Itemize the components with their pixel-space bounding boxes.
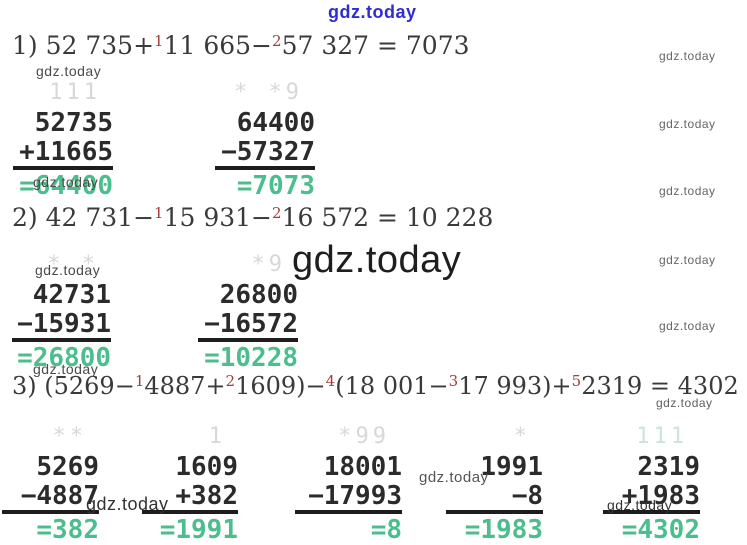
top-number: 26800 (219, 280, 298, 310)
carry-marks: 111 (49, 80, 101, 105)
rule-line (446, 510, 543, 514)
problem-3-equation: 3) (5269−14887+21609)−4(18 001−317 993)+… (12, 372, 739, 400)
work-column-3-2: 1 1609 +382 =1991 (142, 422, 238, 545)
step-superscript: 2 (272, 32, 282, 50)
equation-text: 57 327 = 7073 (281, 31, 470, 60)
result-number: =10228 (204, 343, 298, 373)
gdz-watermark: gdz.today (659, 117, 716, 131)
operation-number: −16572 (204, 309, 298, 339)
top-number: 2319 (637, 452, 700, 482)
result-number: =7073 (236, 171, 315, 201)
carry-marks: ** (52, 424, 87, 449)
operation-number: −8 (511, 481, 543, 511)
top-number: 42731 (32, 280, 111, 310)
work-column-1-2: * *9 64400 −57327 =7073 (215, 78, 315, 201)
rule-line (12, 338, 111, 342)
equation-text: 3) (5269− (12, 372, 135, 400)
top-number: 1991 (480, 452, 543, 482)
carry-marks: *99 (338, 424, 390, 449)
operation-number: −15931 (17, 309, 111, 339)
step-superscript: 1 (154, 204, 164, 222)
problem-1-equation: 1) 52 735+111 665−257 327 = 7073 (12, 31, 470, 60)
carry-marks: 111 (636, 424, 688, 449)
work-column-3-4: * 1991 −8 =1983 (446, 422, 543, 545)
work-column-2-1: * * 42731 −15931 =26800 (12, 250, 111, 373)
gdz-watermark: gdz.today (33, 174, 99, 190)
operation-number: −4887 (20, 481, 99, 511)
carry-marks: 1 (208, 424, 226, 449)
rule-line (13, 166, 113, 170)
top-number: 18001 (323, 452, 402, 482)
step-superscript: 1 (134, 372, 145, 390)
equation-text: 2319 = 4302 (581, 372, 739, 400)
gdz-watermark: gdz.today (607, 497, 673, 513)
step-superscript: 2 (272, 204, 282, 222)
gdz-watermark: gdz.today (33, 361, 99, 377)
step-superscript: 1 (154, 32, 164, 50)
top-number: 1609 (175, 452, 238, 482)
equation-text: 17 993)+ (458, 372, 572, 400)
work-column-1-1: 111 52735 +11665 =64400 (13, 78, 113, 201)
result-number: =26800 (17, 343, 111, 373)
gdz-watermark: gdz.today (36, 63, 102, 79)
carry-marks: *9 (251, 252, 286, 277)
gdz-watermark: gdz.today (659, 253, 716, 267)
equation-text: 15 931− (163, 203, 273, 232)
equation-text: 16 572 = 10 228 (281, 203, 494, 232)
work-column-2-2: *9 26800 −16572 =10228 (198, 250, 298, 373)
step-superscript: 3 (448, 372, 459, 390)
gdz-watermark: gdz.today (86, 494, 169, 514)
carry-marks: * *9 (234, 80, 303, 105)
rule-line (198, 338, 298, 342)
gdz-watermark: gdz.today (659, 49, 716, 63)
equation-text: 2) 42 731− (12, 203, 155, 232)
gdz-watermark: gdz.today (659, 184, 716, 198)
result-number: =382 (36, 515, 99, 545)
operation-number: −17993 (308, 481, 402, 511)
operation-number: −57327 (221, 137, 315, 167)
gdz-watermark: gdz.today (419, 469, 489, 486)
equation-text: 11 665− (163, 31, 273, 60)
result-number: =4302 (621, 515, 700, 545)
gdz-watermark: gdz.today (656, 396, 713, 410)
work-column-3-3: *99 18001 −17993 =8 (295, 422, 402, 545)
work-column-3-1: ** 5269 −4887 =382 (2, 422, 99, 545)
carry-marks: * * (47, 252, 99, 277)
carry-marks: * (513, 424, 531, 449)
step-superscript: 4 (325, 372, 336, 390)
result-number: =1991 (159, 515, 238, 545)
step-superscript: 2 (225, 372, 236, 390)
problem-2-equation: 2) 42 731−115 931−216 572 = 10 228 (12, 203, 493, 232)
result-number: =1983 (464, 515, 543, 545)
result-number: =8 (370, 515, 402, 545)
top-number: 64400 (236, 108, 315, 138)
step-superscript: 5 (571, 372, 582, 390)
gdz-watermark: gdz.today (659, 319, 716, 333)
gdz-watermark: gdz.today (35, 262, 101, 278)
operation-number: +382 (175, 481, 238, 511)
work-column-3-5: 111 2319 +1983 =4302 (603, 422, 700, 545)
top-number: 52735 (34, 108, 113, 138)
rule-line (142, 510, 238, 514)
top-number: 5269 (36, 452, 99, 482)
rule-line (603, 510, 700, 514)
rule-line (295, 510, 402, 514)
gdz-watermark-top: gdz.today (328, 2, 417, 22)
equation-text: 1) 52 735+ (12, 31, 155, 60)
equation-text: 4887+ (144, 372, 226, 400)
equation-text: (18 001− (335, 372, 449, 400)
operation-number: +1983 (621, 481, 700, 511)
gdz-watermark-large: gdz.today (292, 239, 462, 281)
result-number: =64400 (19, 171, 113, 201)
rule-line (2, 510, 99, 514)
operation-number: +11665 (19, 137, 113, 167)
rule-line (215, 166, 315, 170)
equation-text: 1609)− (235, 372, 326, 400)
